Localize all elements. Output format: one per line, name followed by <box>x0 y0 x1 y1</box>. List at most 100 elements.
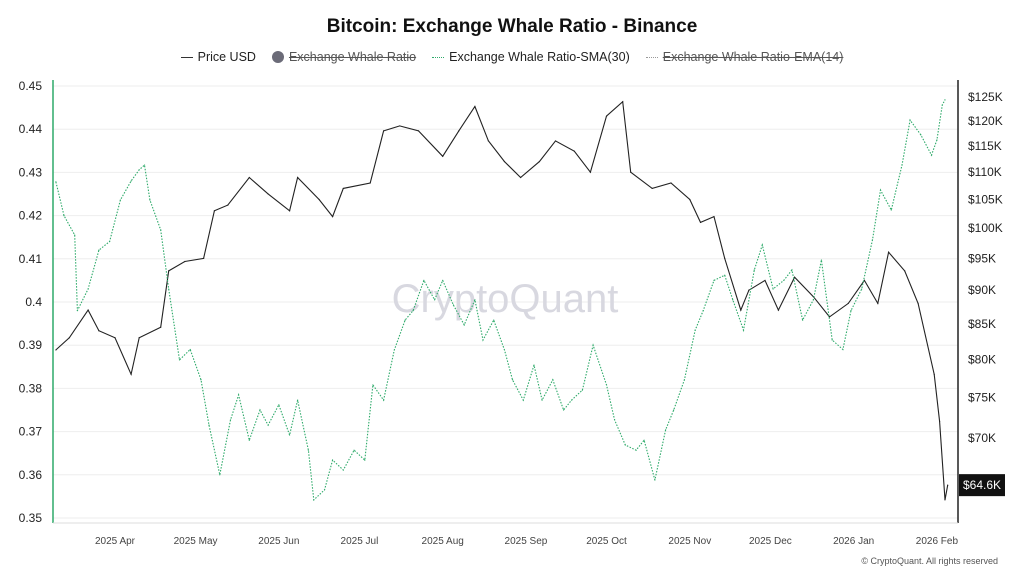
price-point <box>573 150 575 152</box>
left-tick-label: 0.43 <box>19 165 43 179</box>
right-tick-label: $100K <box>968 221 1003 235</box>
sma-point <box>87 288 89 290</box>
dotted-swatch-icon <box>432 56 445 58</box>
legend-item-whale-ratio[interactable]: Exchange Whale Ratio <box>271 50 417 64</box>
sma-point <box>879 189 882 191</box>
sma-point <box>372 384 374 386</box>
left-tick-label: 0.36 <box>19 468 43 482</box>
sma-point <box>130 180 132 182</box>
sma-point <box>423 279 425 281</box>
sma-point <box>178 359 181 361</box>
sma-point <box>307 449 309 451</box>
left-tick-label: 0.45 <box>19 79 43 93</box>
price-point <box>297 176 299 179</box>
legend: Price USD Exchange Whale Ratio Exchange … <box>0 50 1024 64</box>
price-point <box>828 316 831 318</box>
sma-point <box>643 439 645 441</box>
sma-point <box>219 474 221 476</box>
left-tick-label: 0.39 <box>19 338 43 352</box>
sma-point <box>98 249 100 251</box>
price-point <box>213 210 215 212</box>
left-tick-label: 0.35 <box>19 511 43 525</box>
price-point <box>939 420 941 422</box>
sma-point <box>149 199 151 201</box>
x-tick-label: 2025 May <box>174 536 218 547</box>
sma-point <box>613 419 616 421</box>
sma-point <box>74 234 76 236</box>
left-tick-label: 0.41 <box>19 252 43 266</box>
current-price-label: $64.6K <box>963 478 1001 492</box>
dot-swatch-icon <box>271 51 284 63</box>
x-tick-label: 2025 Sep <box>505 536 548 547</box>
sma-point <box>493 319 495 321</box>
sma-point <box>581 389 583 391</box>
sma-point <box>474 299 476 301</box>
left-tick-label: 0.42 <box>19 209 43 223</box>
sma-point <box>930 154 933 156</box>
dotted-swatch-icon <box>645 56 658 58</box>
sma-point <box>802 319 804 321</box>
price-point <box>863 279 865 282</box>
left-tick-label: 0.38 <box>19 381 43 395</box>
sma-point <box>683 379 686 381</box>
sma-point <box>890 209 892 211</box>
price-point <box>847 302 849 304</box>
price-point <box>55 349 57 351</box>
sma-point <box>654 479 656 481</box>
sma-point <box>702 310 704 312</box>
price-point <box>764 279 766 282</box>
price-point <box>130 373 132 375</box>
legend-item-price[interactable]: Price USD <box>180 50 256 64</box>
right-tick-label: $80K <box>968 352 996 366</box>
price-point <box>605 115 608 117</box>
sma-point <box>259 409 261 411</box>
price-point <box>519 176 522 179</box>
price-point <box>248 176 250 179</box>
price-point <box>538 160 540 163</box>
sma-point <box>592 344 594 346</box>
legend-item-ema[interactable]: Exchange Whale Ratio-EMA(14) <box>645 50 844 64</box>
sma-point <box>791 269 793 271</box>
sma-point <box>673 409 675 411</box>
right-tick-label: $70K <box>968 431 996 445</box>
sma-point <box>200 379 202 381</box>
legend-label: Exchange Whale Ratio-EMA(14) <box>662 50 844 64</box>
price-point <box>630 171 632 173</box>
price-point <box>474 105 476 108</box>
sma-point <box>541 399 543 401</box>
sma-point <box>936 139 938 141</box>
price-point <box>68 337 70 339</box>
price-point <box>724 257 726 259</box>
price-point <box>777 309 780 311</box>
sma-point <box>713 279 715 281</box>
sma-point <box>412 310 414 312</box>
line-swatch-icon <box>180 56 193 58</box>
legend-item-sma[interactable]: Exchange Whale Ratio-SMA(30) <box>432 50 630 64</box>
sma-point <box>724 274 726 276</box>
x-tick-label: 2026 Jan <box>833 536 874 547</box>
price-point <box>203 257 205 259</box>
sma-point <box>323 489 326 491</box>
sma-point <box>482 339 484 341</box>
price-point <box>651 187 653 190</box>
whale-ratio-sma30-line <box>55 99 946 502</box>
sma-point <box>522 399 524 401</box>
price-point <box>487 140 489 142</box>
sma-point <box>55 181 57 183</box>
sma-point <box>831 339 833 341</box>
sma-point <box>772 288 774 290</box>
sma-point <box>665 429 667 431</box>
sma-point <box>753 269 755 271</box>
sma-point <box>944 99 946 101</box>
legend-label: Exchange Whale Ratio <box>288 50 417 64</box>
legend-label: Exchange Whale Ratio-SMA(30) <box>449 50 630 64</box>
price-point <box>369 182 371 184</box>
sma-point <box>571 399 573 401</box>
sma-point <box>393 349 395 351</box>
right-tick-label: $120K <box>968 114 1003 128</box>
sma-point <box>248 439 250 441</box>
copyright-footer: © CryptoQuant. All rights reserved <box>861 556 998 566</box>
sma-point <box>463 324 465 326</box>
